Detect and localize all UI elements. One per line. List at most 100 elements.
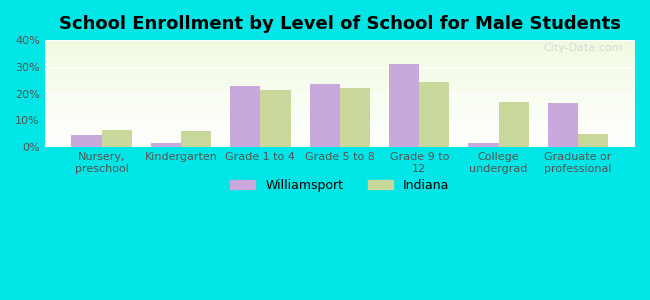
Bar — [45, 92, 635, 93]
Bar — [45, 145, 635, 146]
Bar — [45, 114, 635, 115]
Bar — [45, 82, 635, 83]
Bar — [45, 95, 635, 96]
Bar — [45, 94, 635, 95]
Bar — [45, 126, 635, 127]
Bar — [45, 58, 635, 59]
Bar — [45, 119, 635, 120]
Bar — [45, 41, 635, 42]
Bar — [45, 56, 635, 57]
Bar — [45, 42, 635, 43]
Bar — [45, 99, 635, 100]
Bar — [101, 130, 132, 147]
Bar — [45, 109, 635, 110]
Bar — [45, 140, 635, 141]
Bar — [45, 48, 635, 49]
Bar — [45, 104, 635, 105]
Bar — [45, 53, 635, 54]
Bar — [45, 72, 635, 73]
Bar — [45, 71, 635, 72]
Bar — [45, 76, 635, 78]
Bar — [45, 57, 635, 58]
Bar — [45, 98, 635, 99]
Bar — [578, 134, 608, 147]
Bar — [45, 142, 635, 143]
Bar — [45, 141, 635, 142]
Bar — [45, 51, 635, 52]
Bar — [45, 83, 635, 84]
Text: City-Data.com: City-Data.com — [543, 43, 623, 53]
Bar — [45, 115, 635, 116]
Bar — [45, 65, 635, 66]
Bar — [45, 102, 635, 103]
Bar — [45, 59, 635, 60]
Bar — [45, 54, 635, 55]
Bar — [45, 143, 635, 144]
Bar — [45, 64, 635, 65]
Bar — [45, 106, 635, 107]
Bar — [230, 85, 261, 147]
Bar — [45, 113, 635, 114]
Bar — [45, 111, 635, 112]
Bar — [45, 100, 635, 101]
Bar — [45, 49, 635, 50]
Bar — [45, 135, 635, 136]
Bar — [45, 86, 635, 87]
Bar — [45, 46, 635, 48]
Bar — [151, 143, 181, 147]
Bar — [45, 144, 635, 145]
Bar — [45, 125, 635, 126]
Bar — [45, 90, 635, 92]
Bar — [45, 69, 635, 70]
Bar — [45, 107, 635, 109]
Bar — [45, 61, 635, 63]
Bar — [45, 134, 635, 135]
Bar — [45, 63, 635, 64]
Bar — [261, 90, 291, 147]
Bar — [45, 60, 635, 62]
Bar — [45, 80, 635, 81]
Bar — [181, 131, 211, 147]
Bar — [419, 82, 449, 147]
Bar — [45, 122, 635, 124]
Bar — [45, 73, 635, 74]
Bar — [45, 105, 635, 106]
Bar — [45, 128, 635, 129]
Bar — [45, 110, 635, 111]
Bar — [45, 40, 635, 41]
Bar — [45, 88, 635, 89]
Legend: Williamsport, Indiana: Williamsport, Indiana — [225, 173, 454, 196]
Bar — [45, 74, 635, 75]
Bar — [45, 120, 635, 122]
Title: School Enrollment by Level of School for Male Students: School Enrollment by Level of School for… — [59, 15, 621, 33]
Bar — [45, 55, 635, 56]
Bar — [72, 135, 101, 147]
Bar — [45, 116, 635, 117]
Bar — [340, 88, 370, 147]
Bar — [45, 84, 635, 85]
Bar — [45, 68, 635, 69]
Bar — [45, 129, 635, 130]
Bar — [45, 131, 635, 132]
Bar — [45, 101, 635, 102]
Bar — [45, 81, 635, 82]
Bar — [548, 103, 578, 147]
Bar — [469, 143, 499, 147]
Bar — [45, 93, 635, 94]
Bar — [45, 118, 635, 119]
Bar — [45, 137, 635, 139]
Bar — [45, 67, 635, 68]
Bar — [45, 89, 635, 90]
Bar — [45, 132, 635, 133]
Bar — [45, 117, 635, 118]
Bar — [45, 85, 635, 86]
Bar — [45, 130, 635, 131]
Bar — [309, 84, 340, 147]
Bar — [45, 97, 635, 98]
Bar — [45, 103, 635, 104]
Bar — [499, 102, 528, 147]
Bar — [45, 66, 635, 67]
Bar — [45, 70, 635, 71]
Bar — [45, 75, 635, 76]
Bar — [45, 78, 635, 79]
